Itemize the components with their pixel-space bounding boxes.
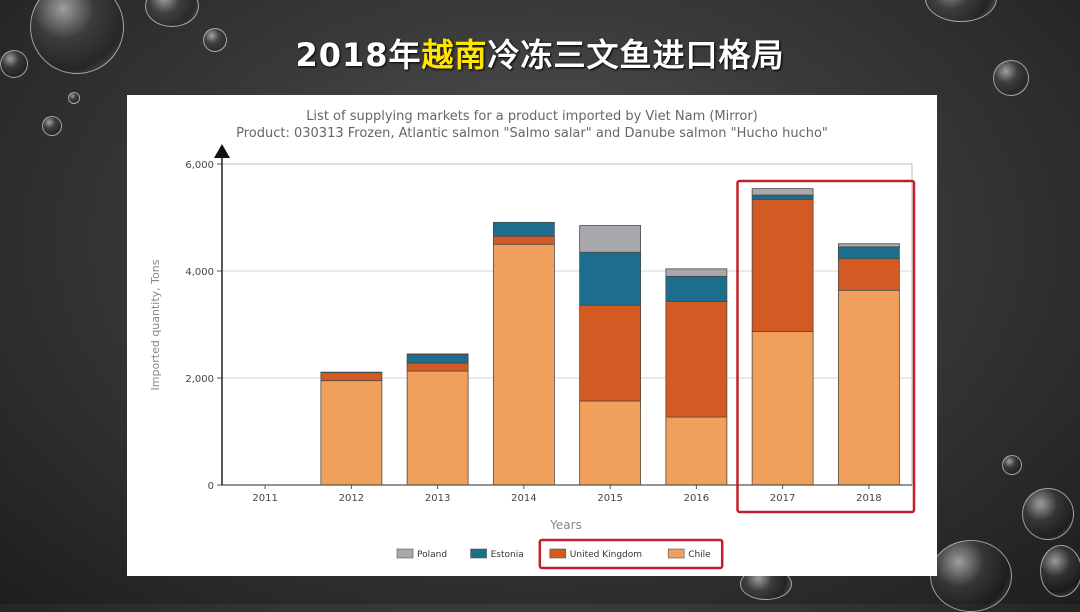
slide-title-highlight: 越南 (421, 36, 488, 74)
y-tick-label: 0 (208, 481, 214, 492)
legend-label: United Kingdom (570, 550, 642, 560)
bar-segment (492, 243, 555, 486)
y-tick-label: 4,000 (185, 267, 214, 278)
x-tick-label: 2018 (856, 493, 881, 504)
highlight-box-years (736, 179, 916, 514)
bar-segment (665, 301, 728, 418)
chart-subtitle: Product: 030313 Frozen, Atlantic salmon … (236, 126, 828, 141)
bar-segment (665, 416, 728, 486)
bar-segment (579, 400, 642, 486)
y-tick-label: 6,000 (185, 160, 214, 171)
bar-segment (492, 221, 555, 237)
slide-title-part1: 2018年 (295, 36, 422, 74)
axes-layer: 0 2,000 4,000 6,000 2011 2012 2013 2014 2015 2016… (185, 144, 912, 504)
bubble-decoration (68, 92, 80, 104)
legend-swatch (667, 548, 685, 559)
bar-segment (751, 198, 814, 332)
bubble-decoration (925, 0, 997, 22)
x-tick-label: 2011 (252, 493, 277, 504)
bubble-decoration (1022, 488, 1074, 540)
bubble-decoration (0, 50, 28, 78)
bar-segment (579, 225, 642, 253)
x-tick-label: 2016 (684, 493, 709, 504)
y-tick-label: 2,000 (185, 374, 214, 385)
bar-segment (837, 258, 900, 291)
x-tick-label: 2017 (770, 493, 795, 504)
bubble-decoration (30, 0, 124, 74)
bubble-decoration (1002, 455, 1022, 475)
bubble-decoration (1040, 545, 1080, 597)
bar-segment (579, 304, 642, 402)
chart-panel: List of supplying markets for a product … (127, 95, 937, 576)
legend-swatch (549, 548, 567, 559)
x-tick-label: 2014 (511, 493, 536, 504)
bar-segment (320, 371, 383, 374)
x-axis-label: Years (549, 518, 582, 532)
legend: Poland Estonia United Kingdom Chile (396, 548, 711, 560)
chart-title: List of supplying markets for a product … (306, 109, 758, 124)
bubble-decoration (993, 60, 1029, 96)
bar-segment (751, 188, 814, 196)
x-tick-label: 2013 (425, 493, 450, 504)
bar-segment (751, 194, 814, 200)
y-axis-label: Imported quantity, Tons (149, 259, 162, 390)
bar-segment (665, 268, 728, 277)
bar-segment (406, 370, 469, 486)
bar-segment (837, 243, 900, 248)
x-tick-label: 2012 (339, 493, 364, 504)
legend-swatch (470, 548, 487, 559)
slide-title-part2: 冷冻三文鱼进口格局 (487, 36, 785, 74)
bars-layer (320, 188, 900, 486)
bar-segment (837, 289, 900, 486)
bar-segment (492, 235, 555, 245)
slide-title: 2018年越南冷冻三文鱼进口格局 (0, 30, 1080, 76)
legend-swatch (396, 548, 414, 559)
bubble-decoration (145, 0, 199, 27)
bar-segment (320, 372, 383, 382)
legend-label: Estonia (491, 550, 524, 560)
bar-segment (406, 353, 469, 355)
bubble-decoration (203, 28, 227, 52)
bar-segment (751, 331, 814, 486)
bar-segment (579, 251, 642, 306)
highlight-layer (538, 179, 916, 570)
bar-segment (665, 275, 728, 302)
highlight-box-legend (538, 538, 724, 570)
y-axis-arrow (214, 144, 230, 158)
bar-segment (406, 362, 469, 372)
bar-segment (320, 380, 383, 486)
bar-segment (406, 354, 469, 364)
bar-segment (837, 246, 900, 260)
bubble-decoration (930, 540, 1012, 612)
legend-label: Chile (688, 550, 711, 560)
legend-label: Poland (417, 550, 447, 560)
stacked-bar-chart: List of supplying markets for a product … (149, 109, 916, 570)
bubble-decoration (42, 116, 62, 136)
x-tick-label: 2015 (597, 493, 622, 504)
